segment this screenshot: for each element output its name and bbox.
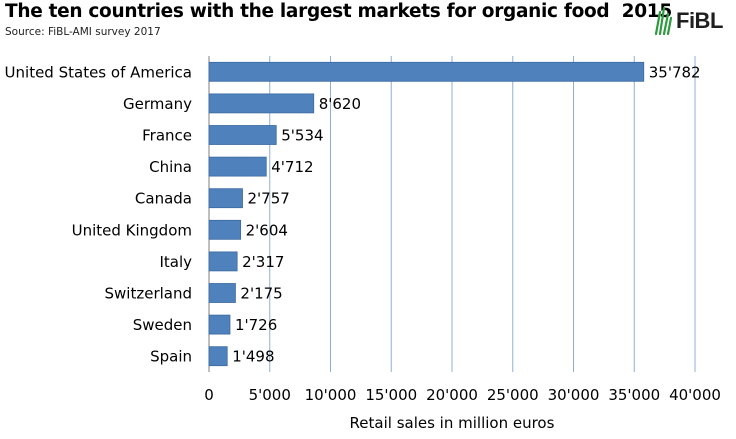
value-label: 1'498	[232, 348, 274, 366]
bar	[208, 346, 228, 367]
x-tick-label: 15'000	[365, 386, 417, 404]
bar	[208, 125, 277, 145]
value-label: 2'757	[247, 190, 289, 208]
category-label: United States of America	[5, 63, 192, 81]
bar	[208, 93, 315, 114]
category-label: France	[142, 127, 192, 145]
bar	[208, 188, 243, 209]
category-label: Italy	[159, 253, 192, 271]
bar	[208, 283, 236, 303]
value-label: 1'726	[235, 316, 277, 334]
fibl-leaf-icon	[654, 6, 673, 36]
bar	[208, 219, 242, 240]
chart-title: The ten countries with the largest marke…	[5, 1, 672, 22]
fibl-logo: FiBL	[653, 4, 733, 36]
x-tick-label: 10'000	[305, 386, 357, 404]
category-label: Germany	[123, 95, 192, 113]
x-tick-label: 5'000	[249, 386, 291, 404]
value-label: 2'317	[242, 253, 284, 271]
value-label: 5'534	[281, 127, 323, 145]
category-label: Switzerland	[105, 285, 193, 303]
x-tick-label: 30'000	[548, 386, 600, 404]
x-tick-label: 20'000	[426, 386, 478, 404]
x-tick-label: 35'000	[608, 386, 660, 404]
value-label: 2'604	[246, 221, 288, 239]
category-label: China	[149, 158, 192, 176]
x-tick-labels: 0 5'000 10'000 15'000 20'000 25'000 30'000 35'0…	[204, 386, 721, 404]
x-tick-label: 0	[204, 386, 214, 404]
value-labels: 35'782 8'620 5'534 4'712 2'757 2'604 2'317 2'17…	[232, 63, 700, 365]
x-axis-label: Retail sales in million euros	[350, 414, 555, 432]
bars	[208, 61, 645, 367]
bar	[208, 61, 645, 82]
category-label: Spain	[150, 348, 192, 366]
x-tick-label: 25'000	[487, 386, 539, 404]
category-label: Sweden	[133, 316, 192, 334]
value-label: 2'175	[240, 285, 282, 303]
bar	[208, 251, 238, 272]
x-tick-label: 40'000	[669, 386, 721, 404]
fibl-logo-text: FiBL	[676, 8, 723, 33]
category-labels: United States of America Germany France Chi…	[5, 63, 193, 365]
bar	[208, 314, 231, 335]
value-label: 35'782	[649, 63, 701, 81]
category-label: Canada	[135, 190, 192, 208]
value-label: 4'712	[271, 158, 313, 176]
category-label: United Kingdom	[72, 221, 192, 239]
chart-source: Source: FiBL-AMI survey 2017	[5, 26, 161, 38]
value-label: 8'620	[319, 95, 361, 113]
bar	[208, 156, 267, 177]
